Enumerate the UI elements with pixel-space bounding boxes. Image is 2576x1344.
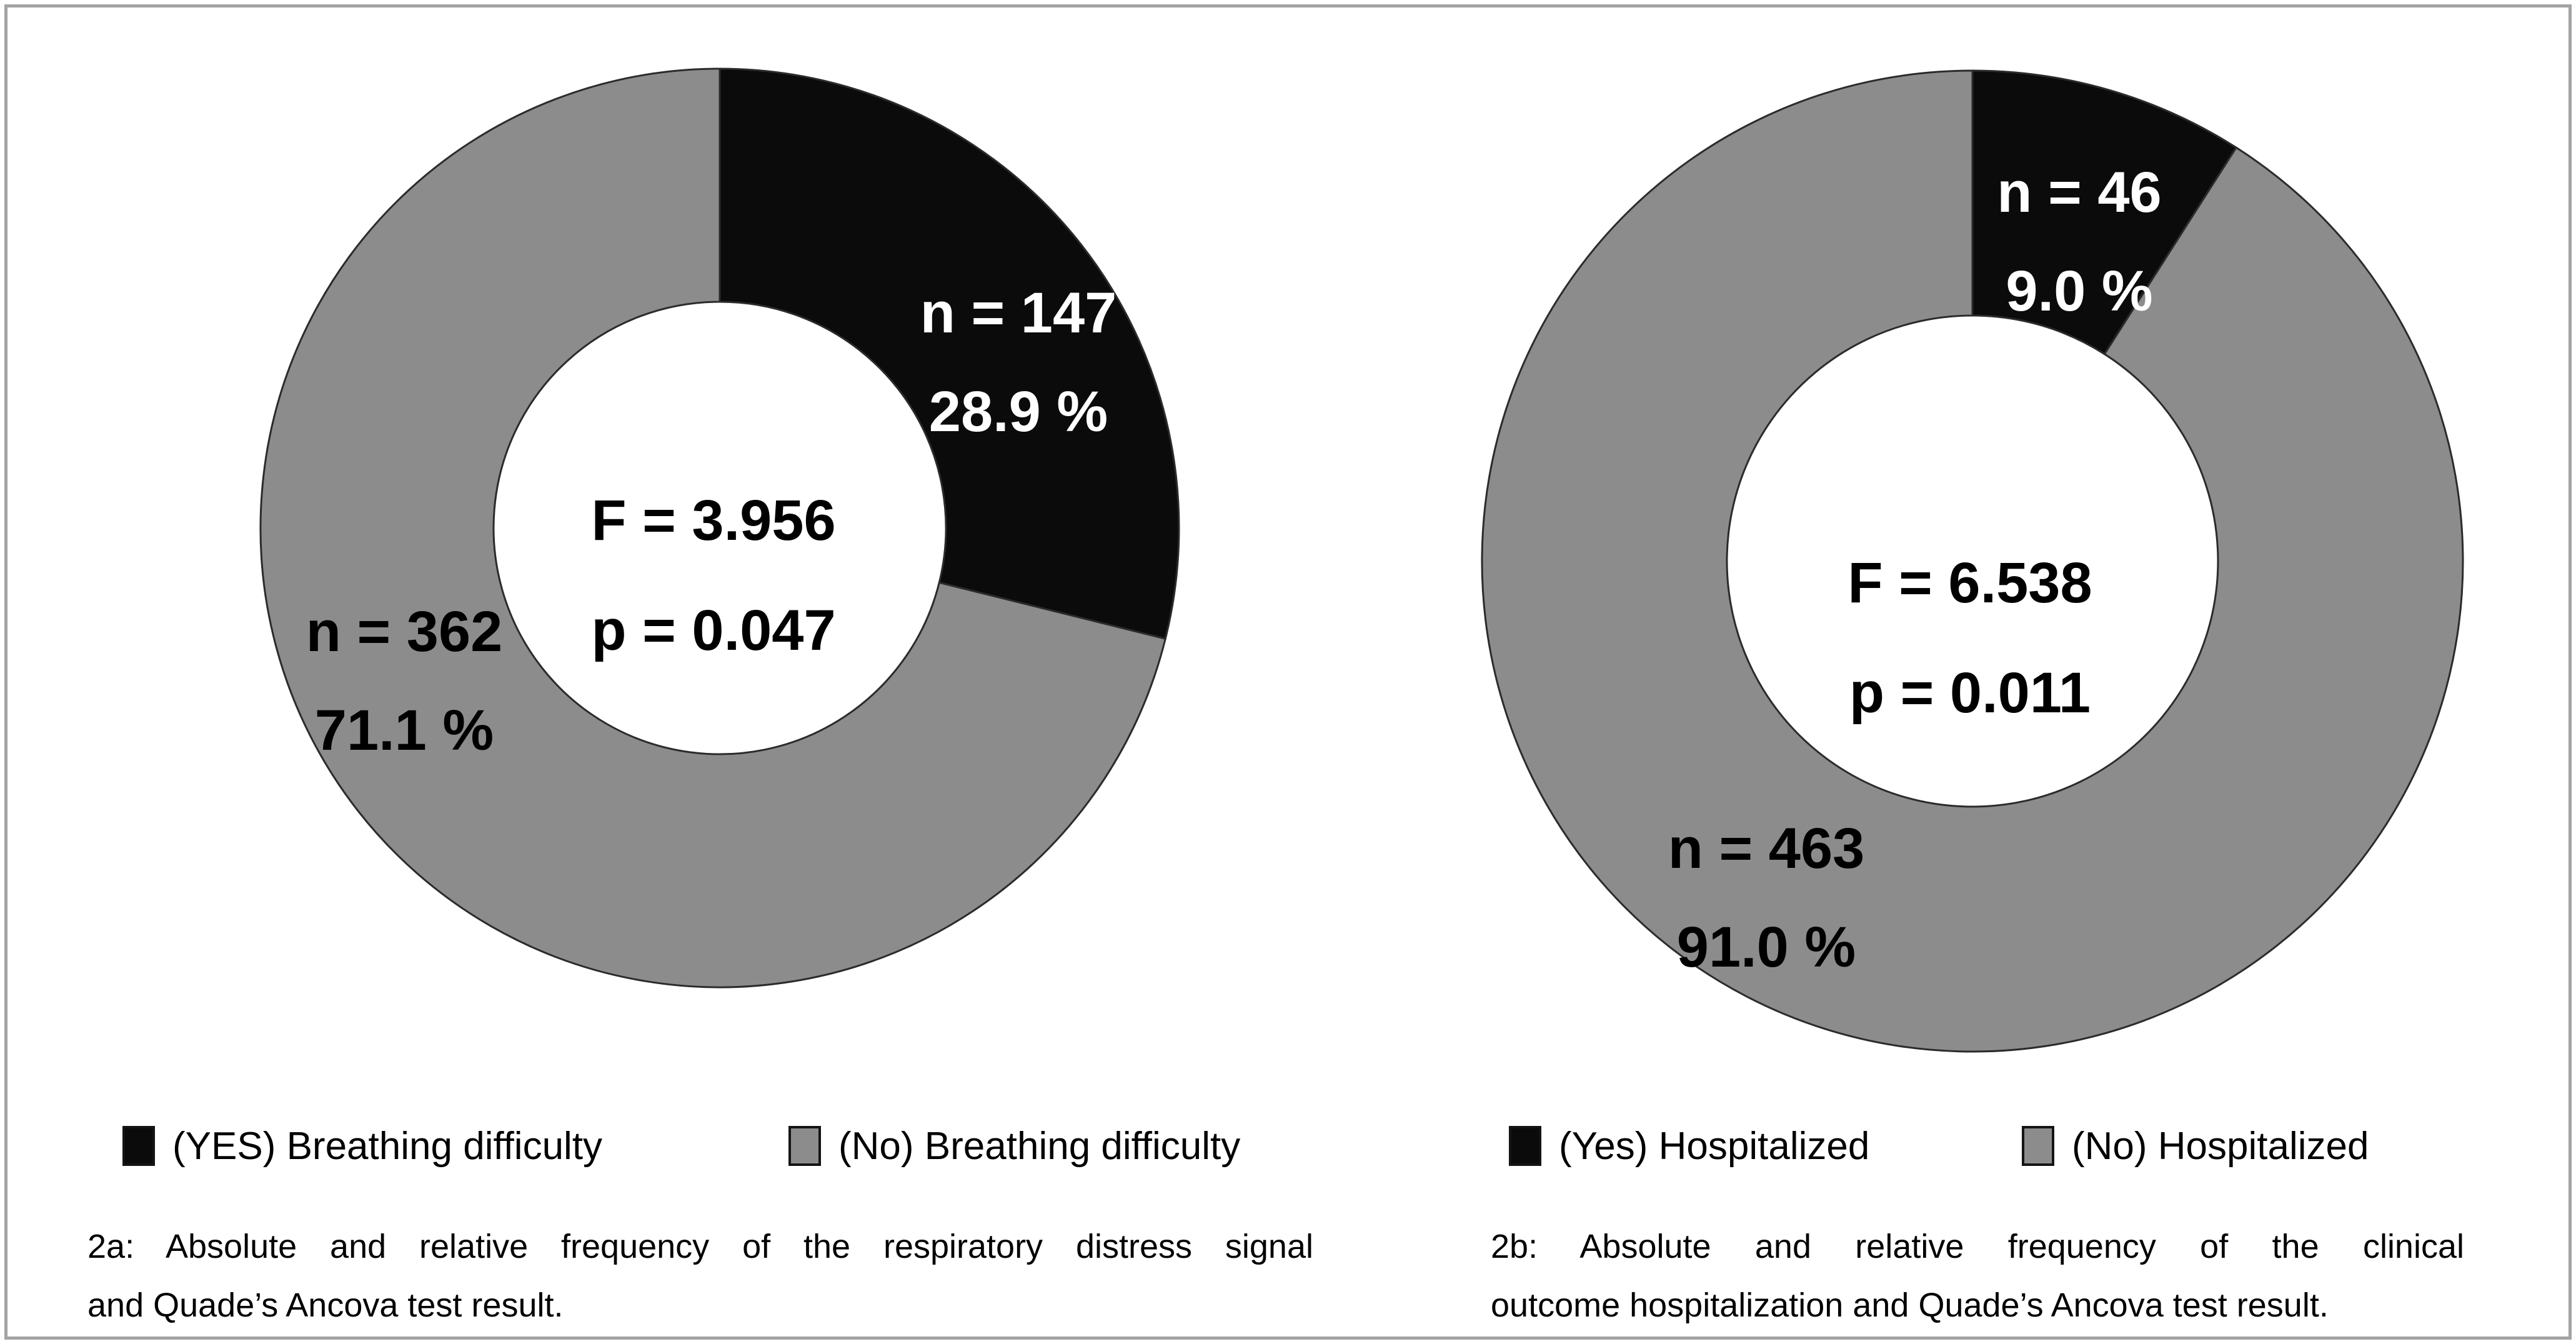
p-value: p = 0.011 xyxy=(1849,661,2091,725)
slice-label-line: 9.0 % xyxy=(2006,259,2153,323)
donut-2a-slice-0 xyxy=(719,67,1180,640)
slice-label-line: n = 362 xyxy=(306,600,503,664)
legend-swatch-yes-breathing xyxy=(122,1126,155,1166)
legend-label: (No) Breathing difficulty xyxy=(838,1124,1241,1168)
legend-label: (Yes) Hospitalized xyxy=(1559,1124,1870,1168)
legend-item-2a-yes: (YES) Breathing difficulty xyxy=(122,1123,602,1168)
caption-2b: 2b: Absolute and relative frequency of t… xyxy=(1491,1217,2464,1335)
donut-chart-2b xyxy=(1481,69,2464,1053)
legend-item-2b-yes: (Yes) Hospitalized xyxy=(1509,1123,1869,1168)
f-statistic: F = 3.956 xyxy=(591,489,836,552)
slice-label-2b-yes: n = 46 9.0 % xyxy=(1997,143,2161,341)
donut-2a-slice-1 xyxy=(259,67,1167,988)
legend-label: (No) Hospitalized xyxy=(2072,1124,2369,1168)
donut-2b-slice-0 xyxy=(1971,69,2238,356)
legend-item-2b-no: (No) Hospitalized xyxy=(2022,1123,2369,1168)
legend-swatch-no-hospitalized xyxy=(2022,1126,2054,1166)
p-value: p = 0.047 xyxy=(591,599,836,662)
legend-label: (YES) Breathing difficulty xyxy=(172,1124,603,1168)
slice-label-line: 28.9 % xyxy=(928,380,1108,444)
slice-label-line: n = 147 xyxy=(920,281,1117,345)
f-statistic: F = 6.538 xyxy=(1847,551,2092,615)
caption-line: outcome hospitalization and Quade’s Anco… xyxy=(1491,1287,2329,1324)
slice-label-2b-no: n = 463 91.0 % xyxy=(1668,799,1865,997)
slice-label-line: 91.0 % xyxy=(1676,915,1856,979)
caption-2a: 2a: Absolute and relative frequency of t… xyxy=(87,1217,1313,1335)
slice-label-2a-yes: n = 147 28.9 % xyxy=(920,264,1117,461)
legend-swatch-no-breathing xyxy=(788,1126,821,1166)
slice-label-line: 71.1 % xyxy=(314,699,494,762)
legend-item-2a-no: (No) Breathing difficulty xyxy=(788,1123,1240,1168)
slice-label-line: n = 46 xyxy=(1997,161,2162,224)
caption-line: 2a: Absolute and relative frequency of t… xyxy=(87,1228,1313,1265)
legend-swatch-yes-hospitalized xyxy=(1509,1126,1541,1166)
center-stats-2a: F = 3.956 p = 0.047 xyxy=(591,465,835,685)
center-stats-2b: F = 6.538 p = 0.011 xyxy=(1847,528,2092,748)
slice-label-line: n = 463 xyxy=(1668,817,1865,880)
slice-label-2a-no: n = 362 71.1 % xyxy=(306,582,503,780)
donut-2b-slice-1 xyxy=(1481,69,2464,1053)
caption-line: 2b: Absolute and relative frequency of t… xyxy=(1491,1228,2464,1265)
donut-chart-2a xyxy=(259,67,1180,988)
caption-line: and Quade’s Ancova test result. xyxy=(87,1287,564,1324)
